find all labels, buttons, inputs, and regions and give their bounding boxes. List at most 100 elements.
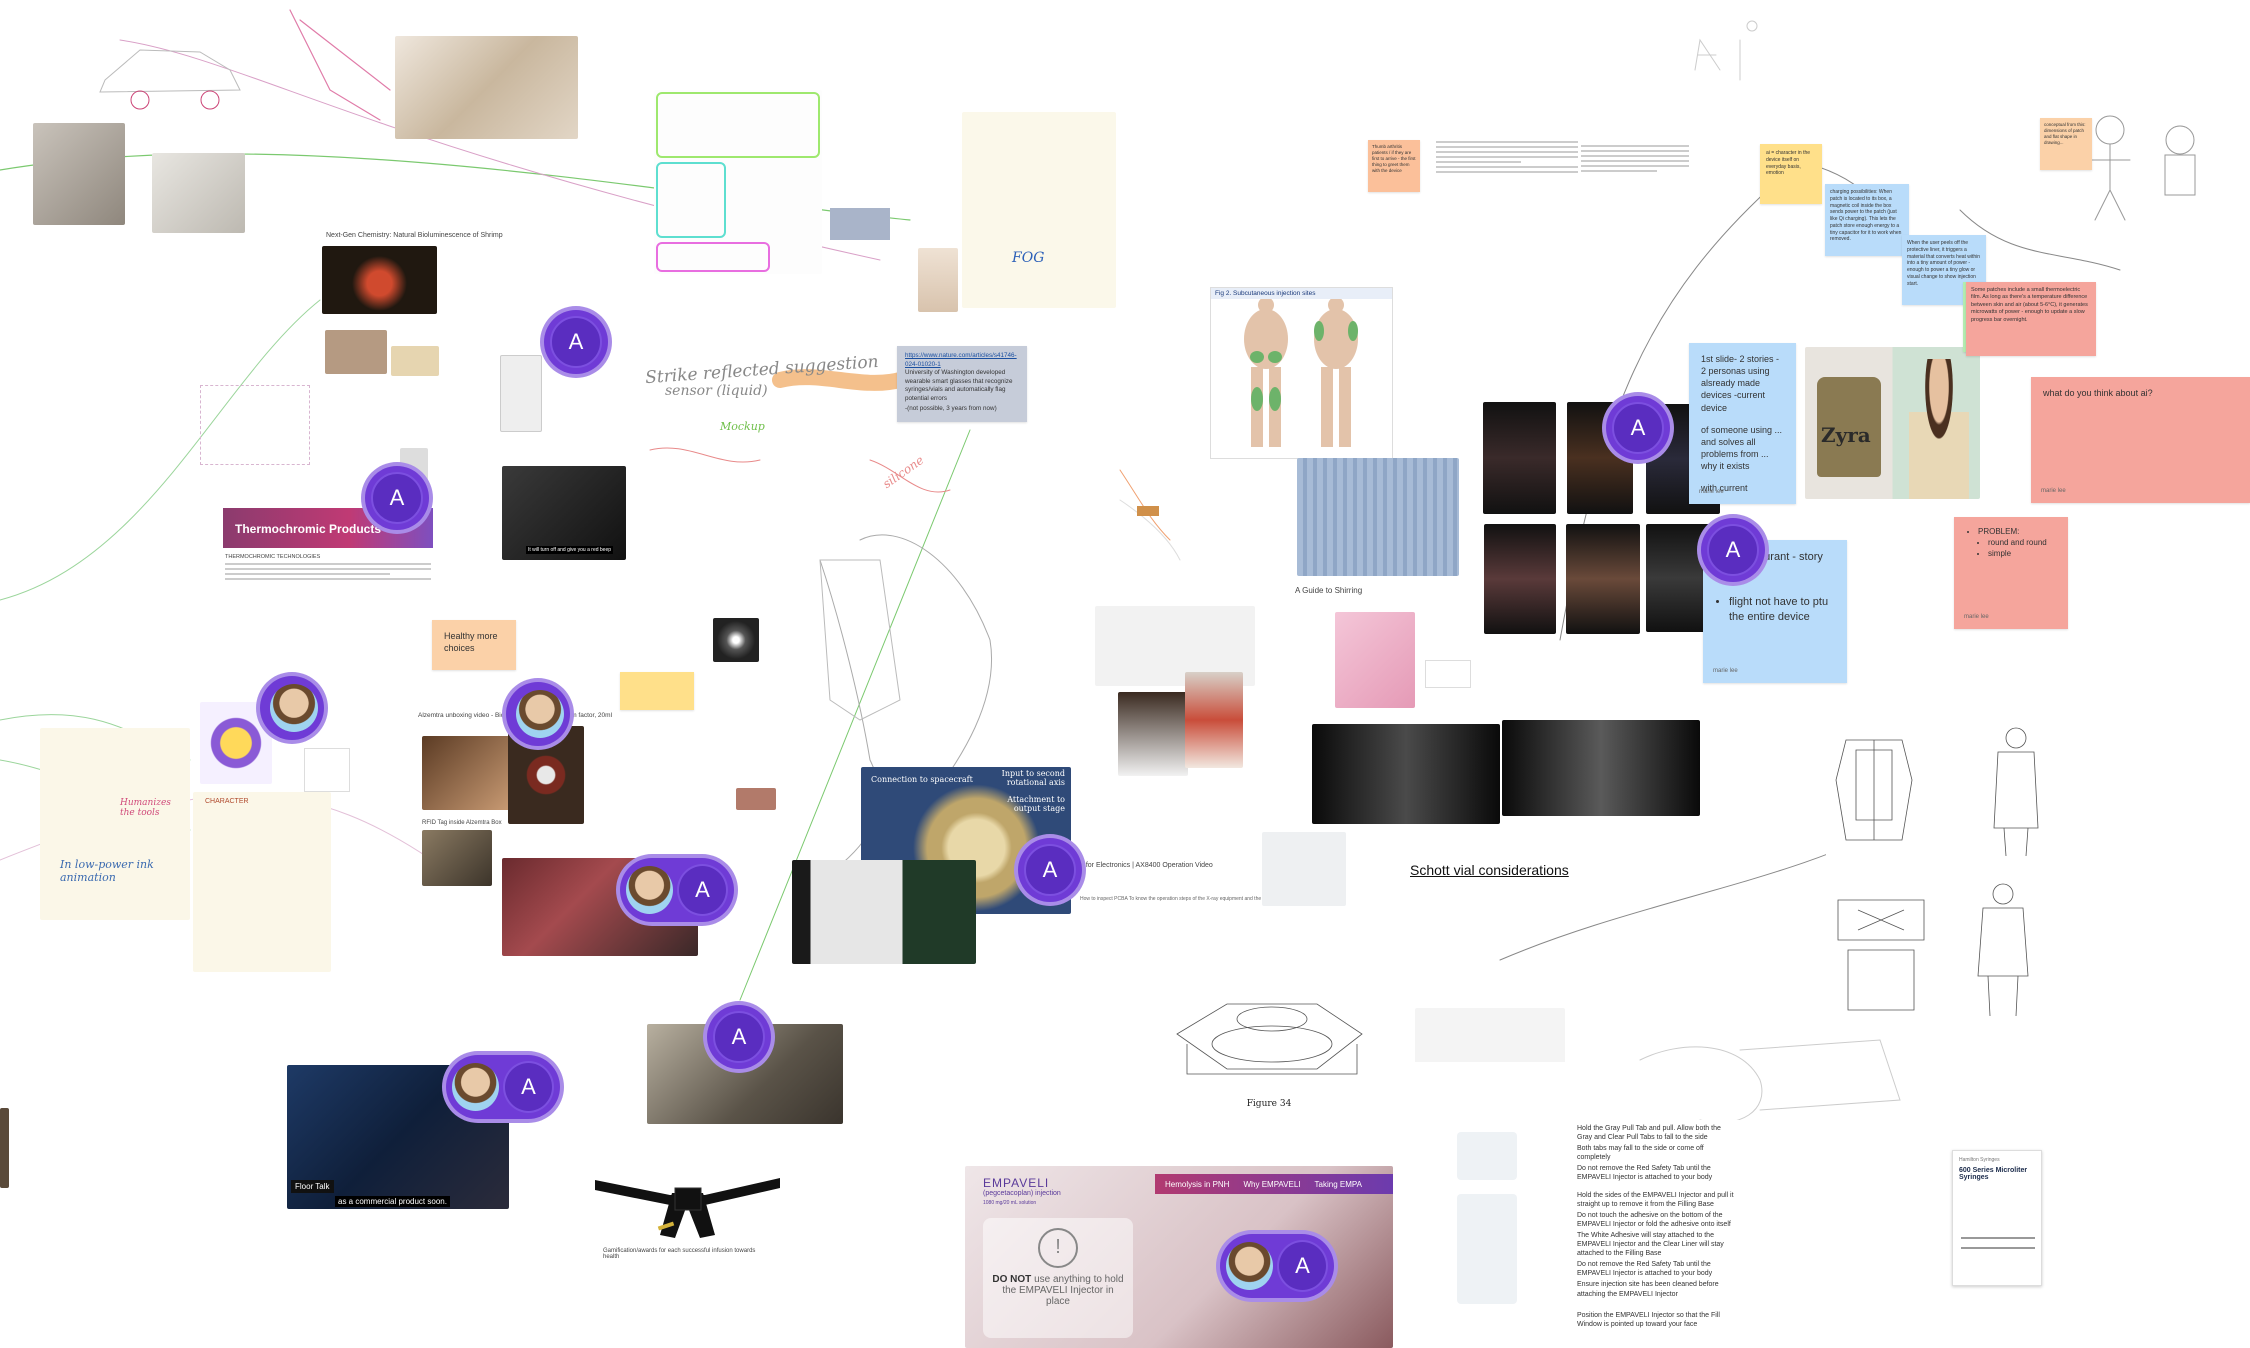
sticky-orange-mid[interactable]: Healthy more choices xyxy=(432,620,516,670)
photo-leg-scan-2[interactable] xyxy=(1502,720,1700,816)
photo-leg-scan-1[interactable] xyxy=(1312,724,1500,824)
cyan-frame xyxy=(656,162,726,238)
injector-caption: It will turn off and give you a red beep xyxy=(526,546,614,554)
mini-doc-right[interactable] xyxy=(1425,660,1471,688)
collaborator-cursor[interactable]: A xyxy=(1018,838,1082,902)
syringe-graphic xyxy=(1961,1247,2035,1249)
problem-list: PROBLEM: xyxy=(1966,527,2056,538)
sticky-pink-left[interactable]: Thumb arthritis patients / if they are f… xyxy=(1368,140,1420,192)
collaborator-cursor[interactable]: A xyxy=(365,466,429,530)
collaborator-cursor[interactable]: A xyxy=(620,858,734,922)
body-figures xyxy=(1244,297,1358,447)
microliter-syringe-card[interactable]: Hamilton Syringes 600 Series Microliter … xyxy=(1952,1150,2042,1286)
patent-vest-1[interactable] xyxy=(1826,720,1922,860)
collaborator-cursor-photo[interactable] xyxy=(506,682,570,746)
phone-screen-1[interactable] xyxy=(1483,402,1556,514)
collaborator-cursor[interactable]: A xyxy=(1701,518,1765,582)
mini-doc-left[interactable] xyxy=(304,748,350,792)
sticky-charging[interactable]: charging possibilities: When patch is lo… xyxy=(1825,184,1909,256)
photo-bellyband-1[interactable] xyxy=(1118,692,1188,776)
patent-vest-2[interactable] xyxy=(1978,718,2054,860)
sticky-stories[interactable]: 1st slide- 2 stories - 2 personas using … xyxy=(1689,343,1796,504)
phone-screen-4[interactable] xyxy=(1484,524,1556,634)
photo-rfid-box[interactable] xyxy=(422,830,492,886)
photo-unbox-1[interactable] xyxy=(422,736,510,810)
instruction-item: Do not remove the Red Safety Tab until t… xyxy=(1577,1261,1713,1278)
collaborator-cursor[interactable]: A xyxy=(707,1005,771,1069)
injection-sites-chart[interactable]: Fig 2. Subcutaneous injection sites xyxy=(1210,287,1393,459)
sticky-ai-yellow[interactable]: ai = character in the device itself on e… xyxy=(1760,144,1822,204)
warning-text: DO NOT use anything to hold the EMPAVELI… xyxy=(983,1268,1133,1313)
nav-item[interactable]: Hemolysis in PNH xyxy=(1165,1179,1230,1189)
collaborator-photo xyxy=(452,1063,499,1111)
photo-syringes[interactable] xyxy=(1262,832,1346,906)
collaborator-cursor[interactable]: A xyxy=(1606,396,1670,460)
floor-talk-label: Floor Talk xyxy=(291,1180,334,1193)
zyra-hanger xyxy=(1817,377,1881,477)
photo-shrimp[interactable] xyxy=(322,246,437,314)
empaveli-website[interactable]: Hemolysis in PNH Why EMPAVELI Taking EMP… xyxy=(965,1166,1393,1348)
notebook-fog[interactable]: FOG xyxy=(962,112,1116,308)
instruction-item: Both tabs may fall to the side or come o… xyxy=(1577,1145,1704,1162)
patent-vest-3[interactable] xyxy=(1828,880,1934,1020)
zyra-image[interactable]: Zyra xyxy=(1805,347,1980,499)
warning-bold: DO NOT xyxy=(992,1274,1032,1285)
sticky-peel[interactable]: When the user peels off the protective l… xyxy=(1902,235,1986,305)
notebook-sketch-left[interactable]: In low-power ink animation Humanizes the… xyxy=(40,728,190,920)
sticky-text: Thumb arthritis patients / if they are f… xyxy=(1372,144,1416,174)
sticky-yellow-small[interactable] xyxy=(620,672,694,710)
link-card[interactable]: https://www.nature.com/articles/s41746-0… xyxy=(897,346,1027,422)
text-doc-1[interactable] xyxy=(1436,138,1578,208)
collaborator-photo xyxy=(1226,1242,1273,1290)
photo-samples[interactable] xyxy=(325,330,387,374)
collaborator-cursor[interactable]: A xyxy=(544,310,608,374)
photo-shirring[interactable] xyxy=(1297,458,1459,576)
text-doc-2[interactable] xyxy=(1581,142,1689,214)
photo-pink-woman[interactable] xyxy=(1335,612,1415,708)
problem-title: PROBLEM: xyxy=(1978,527,2056,538)
patent-vest-4[interactable] xyxy=(1948,876,2058,1020)
notebook-sketch-character[interactable]: CHARACTER xyxy=(193,792,331,972)
collaborator-avatar: A xyxy=(1277,1240,1328,1292)
photo-card[interactable] xyxy=(391,346,439,376)
instruction-item: Do not remove the Red Safety Tab until t… xyxy=(1577,1165,1713,1182)
sticky-thermoelectric[interactable]: Some patches include a small thermoelect… xyxy=(1966,282,2096,356)
photo-knit-paws[interactable] xyxy=(395,36,578,139)
black-belt-image[interactable] xyxy=(590,1160,785,1240)
shirring-caption: A Guide to Shirring xyxy=(1295,586,1363,595)
sticky-ai-question[interactable]: what do you think about ai? marie lee xyxy=(2031,377,2250,503)
link-desc: University of Washington developed weara… xyxy=(905,369,1013,402)
photo-device-box[interactable] xyxy=(500,355,542,432)
sticky-author: marie lee xyxy=(2041,487,2066,494)
photo-injector[interactable]: It will turn off and give you a red beep xyxy=(502,466,626,560)
collaborator-cursor[interactable]: A xyxy=(446,1055,560,1119)
nav-item[interactable]: Why EMPAVELI xyxy=(1243,1179,1301,1189)
schott-title[interactable]: Schott vial considerations xyxy=(1410,862,1569,878)
photo-syringe-parts[interactable] xyxy=(1415,1008,1565,1128)
nav-item[interactable]: Taking EMPA xyxy=(1314,1179,1362,1189)
notebook-sketches-center[interactable] xyxy=(654,90,822,274)
photo-torso-brace[interactable] xyxy=(918,248,958,312)
photo-xray-ui[interactable] xyxy=(792,860,976,964)
link-url[interactable]: https://www.nature.com/articles/s41746-0… xyxy=(905,352,1017,368)
collaborator-cursor[interactable]: A xyxy=(1220,1234,1334,1298)
sticky-problem[interactable]: PROBLEM: round and round simple marie le… xyxy=(1954,517,2068,629)
shrimp-heading: Next-Gen Chemistry: Natural Bioluminesce… xyxy=(326,232,503,239)
photo-bellyband-2[interactable] xyxy=(1185,672,1243,768)
phone-screen-5[interactable] xyxy=(1566,524,1640,634)
photo-glow[interactable] xyxy=(713,618,759,662)
photo-paper-face[interactable] xyxy=(152,153,245,233)
sticky-orange-top-right[interactable]: conceptual from this: dimensions of patc… xyxy=(2040,118,2092,170)
photo-hand-tiny[interactable] xyxy=(736,788,776,810)
photo-person-wall[interactable] xyxy=(33,123,125,225)
photo-edge-left[interactable] xyxy=(0,1108,9,1188)
collaborator-avatar: A xyxy=(503,1061,554,1113)
empaveli-instructions[interactable]: Hold the Gray Pull Tab and pull. Allow b… xyxy=(1437,1120,1740,1348)
collaborator-cursor-photo[interactable] xyxy=(260,676,324,740)
character-label: CHARACTER xyxy=(205,798,249,805)
patent-figure-34[interactable]: Figure 34 xyxy=(1167,974,1371,1116)
sticky-list: flight not have to ptu the entire device xyxy=(1715,595,1835,625)
empaveli-dose: 1080 mg/20 mL solution xyxy=(983,1200,1037,1206)
instruction-item: Hold the Gray Pull Tab and pull. Allow b… xyxy=(1577,1125,1721,1142)
